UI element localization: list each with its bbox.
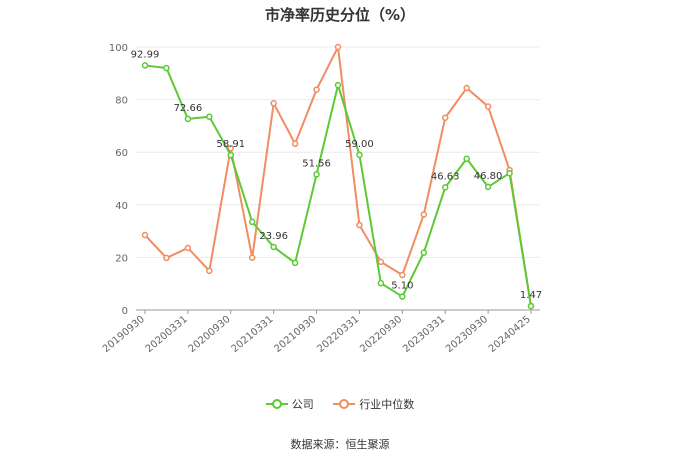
series-line-company — [144, 64, 532, 307]
data-point-company — [506, 169, 513, 177]
legend-company-marker — [265, 399, 288, 409]
legend-company-label: 公司 — [291, 398, 314, 411]
data-point-company — [399, 293, 406, 300]
data-point-industry-median — [227, 145, 235, 152]
data-label: 72.66 — [174, 103, 203, 114]
data-point-company — [270, 243, 277, 251]
x-tick-label: 20190930 — [101, 314, 147, 355]
x-tick-label: 20210930 — [272, 314, 318, 355]
data-point-industry-median — [377, 258, 385, 266]
data-label: 92.99 — [131, 49, 160, 60]
data-point-company — [527, 302, 535, 310]
data-label: 58.91 — [216, 139, 245, 150]
data-point-company — [184, 115, 192, 123]
data-point-company — [291, 259, 299, 267]
y-tick-label: 80 — [115, 96, 128, 107]
data-label: 1.47 — [520, 290, 542, 301]
data-point-company — [463, 155, 470, 163]
y-tick-label: 20 — [115, 253, 128, 264]
x-tick-label: 20200331 — [144, 314, 190, 355]
data-point-industry-median — [206, 267, 213, 275]
data-point-industry-median — [184, 244, 192, 252]
y-tick-label: 0 — [122, 306, 128, 317]
data-point-company — [313, 171, 320, 178]
x-tick-label: 20240425 — [487, 314, 533, 355]
legend-industry-median-marker — [333, 399, 356, 409]
data-label: 23.96 — [259, 231, 288, 242]
data-label: 46.63 — [431, 171, 460, 182]
data-label: 46.80 — [474, 171, 503, 182]
x-tick-label: 20220331 — [315, 314, 361, 355]
x-tick-label: 20210331 — [230, 314, 276, 355]
data-point-company — [441, 184, 449, 191]
legend-industry-median-label: 行业中位数 — [359, 398, 415, 411]
data-point-industry-median — [313, 86, 320, 93]
data-point-industry-median — [334, 43, 342, 51]
legend-item-industry-median[interactable]: 行业中位数 — [333, 396, 414, 412]
y-tick-label: 100 — [109, 43, 128, 54]
chart-title: 市净率历史分位（%） — [264, 6, 416, 24]
data-point-industry-median — [420, 211, 428, 218]
x-tick-label: 20200930 — [187, 314, 233, 355]
data-point-industry-median — [441, 114, 449, 121]
data-point-industry-median — [163, 254, 170, 262]
data-point-industry-median — [248, 254, 256, 261]
x-tick-label: 20230930 — [444, 314, 490, 355]
y-tick-label: 40 — [115, 201, 128, 212]
data-label: 59.00 — [345, 139, 374, 150]
data-point-company — [206, 113, 213, 120]
data-point-industry-median — [399, 271, 406, 279]
data-point-company — [227, 151, 235, 159]
data-point-company — [420, 249, 428, 256]
data-point-industry-median — [270, 100, 277, 107]
data-point-company — [356, 151, 363, 159]
x-tick-label: 20230331 — [401, 314, 447, 355]
data-point-company — [377, 279, 385, 287]
data-label: 5.10 — [391, 281, 413, 292]
data-point-company — [141, 62, 149, 69]
data-source-note: 数据来源：恒生聚源 — [290, 438, 390, 451]
y-tick-label: 60 — [115, 148, 128, 159]
data-label: 51.56 — [302, 158, 331, 169]
legend-item-company[interactable]: 公司 — [265, 396, 314, 412]
data-point-company — [334, 81, 342, 89]
data-point-industry-median — [141, 231, 149, 239]
chart-legend: 公司 行业中位数 — [0, 396, 680, 413]
data-point-industry-median — [484, 103, 492, 110]
data-point-company — [163, 64, 170, 72]
data-point-industry-median — [463, 84, 470, 92]
data-point-industry-median — [291, 140, 299, 148]
data-point-company — [248, 218, 256, 226]
x-tick-label: 20220930 — [358, 314, 404, 355]
data-point-industry-median — [356, 221, 363, 229]
data-point-company — [484, 183, 492, 191]
